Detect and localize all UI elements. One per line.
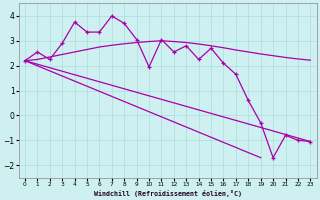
X-axis label: Windchill (Refroidissement éolien,°C): Windchill (Refroidissement éolien,°C) bbox=[94, 190, 242, 197]
